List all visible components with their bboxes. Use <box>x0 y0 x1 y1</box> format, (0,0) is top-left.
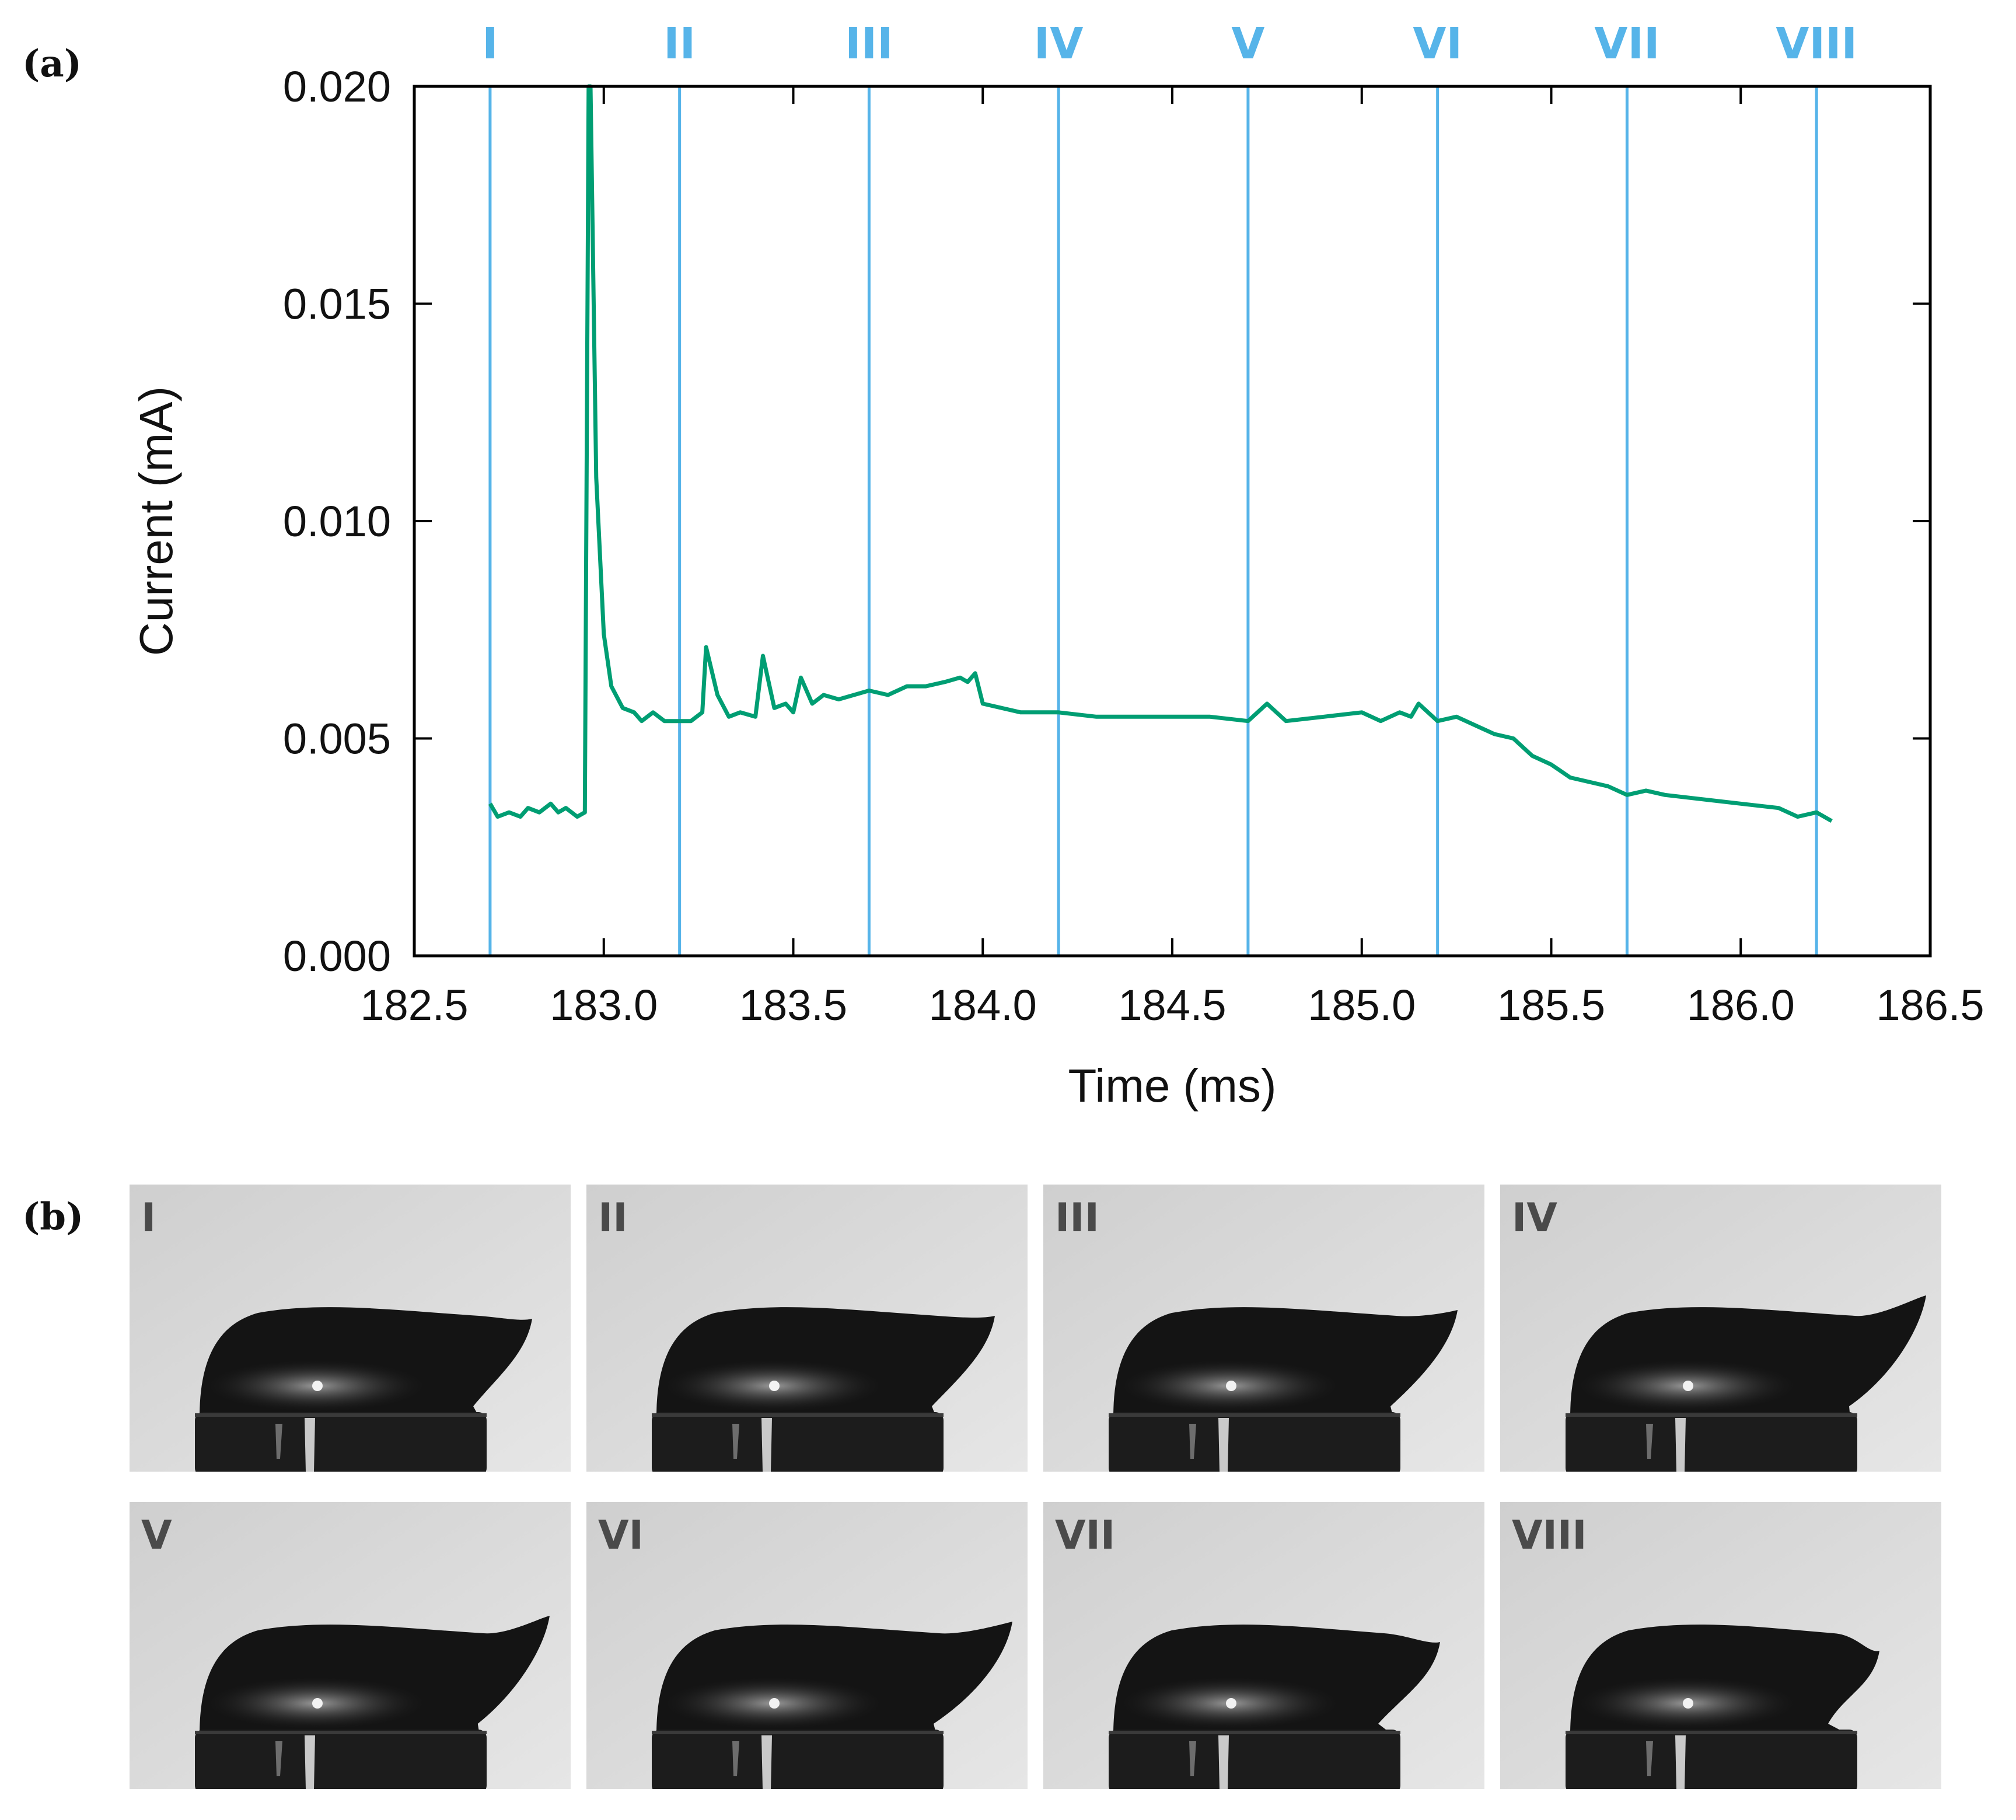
marker-label-iii: III <box>845 19 893 69</box>
droplet-image <box>1500 1185 1941 1472</box>
y-tick-label: 0.020 <box>283 62 391 111</box>
panel-b-label: (b) <box>22 1195 84 1239</box>
frame-label-ii: II <box>598 1195 628 1241</box>
frame-viii: VIII <box>1500 1502 1941 1789</box>
frame-vi: VI <box>586 1502 1028 1789</box>
y-tick-label: 0.015 <box>283 280 391 329</box>
frame-label-viii: VIII <box>1512 1512 1587 1559</box>
x-tick-label: 182.5 <box>360 981 468 1029</box>
y-axis-ticks: 0.000 0.005 0.010 0.015 0.020 <box>283 62 1930 980</box>
x-tick-label: 185.0 <box>1308 981 1416 1029</box>
droplet-image <box>1500 1502 1941 1789</box>
droplet-image <box>586 1502 1028 1789</box>
x-tick-label: 185.5 <box>1497 981 1605 1029</box>
x-tick-label: 184.0 <box>929 981 1037 1029</box>
x-tick-label: 186.5 <box>1876 981 1984 1029</box>
frame-label-v: V <box>141 1512 172 1559</box>
marker-label-vi: VI <box>1413 19 1462 69</box>
frame-i: I <box>130 1185 571 1472</box>
marker-label-iv: IV <box>1034 19 1084 69</box>
y-tick-label: 0.000 <box>283 932 391 980</box>
x-tick-label: 184.5 <box>1118 981 1226 1029</box>
current-chart: I II III IV V VI VII VIII 182.5 183.0 183.5 184.0 1… <box>130 19 1984 1112</box>
frame-label-iv: IV <box>1512 1195 1557 1241</box>
frame-v: V <box>130 1502 571 1789</box>
x-tick-label: 186.0 <box>1687 981 1795 1029</box>
marker-label-viii: VIII <box>1776 19 1857 69</box>
x-axis-title: Time (ms) <box>1068 1060 1277 1112</box>
frame-label-vi: VI <box>598 1512 644 1559</box>
droplet-image <box>130 1502 571 1789</box>
x-tick-label: 183.0 <box>550 981 658 1029</box>
frame-ii: II <box>586 1185 1028 1472</box>
plot-frame <box>413 85 1932 958</box>
droplet-image <box>1043 1185 1484 1472</box>
frame-label-i: I <box>141 1195 156 1241</box>
frame-label-iii: III <box>1055 1195 1099 1241</box>
marker-label-vii: VII <box>1594 19 1659 69</box>
marker-label-ii: II <box>663 19 696 69</box>
marker-label-i: I <box>482 19 498 69</box>
droplet-image <box>586 1185 1028 1472</box>
frame-iii: III <box>1043 1185 1484 1472</box>
y-tick-label: 0.005 <box>283 715 391 763</box>
panel-a-label: (a) <box>22 42 82 86</box>
droplet-image <box>130 1185 571 1472</box>
droplet-image <box>1043 1502 1484 1789</box>
x-tick-label: 183.5 <box>739 981 847 1029</box>
y-axis-title: Current (mA) <box>130 386 182 656</box>
marker-lines <box>488 86 1818 956</box>
frame-vii: VII <box>1043 1502 1484 1789</box>
x-axis-ticks: 182.5 183.0 183.5 184.0 184.5 185.0 185.5 186.0… <box>360 86 1984 1029</box>
frame-label-vii: VII <box>1055 1512 1116 1559</box>
y-tick-label: 0.010 <box>283 497 391 546</box>
marker-labels: I II III IV V VI VII VIII <box>482 19 1857 69</box>
series-line-current <box>488 84 1833 823</box>
marker-label-v: V <box>1231 19 1264 69</box>
frame-iv: IV <box>1500 1185 1941 1472</box>
